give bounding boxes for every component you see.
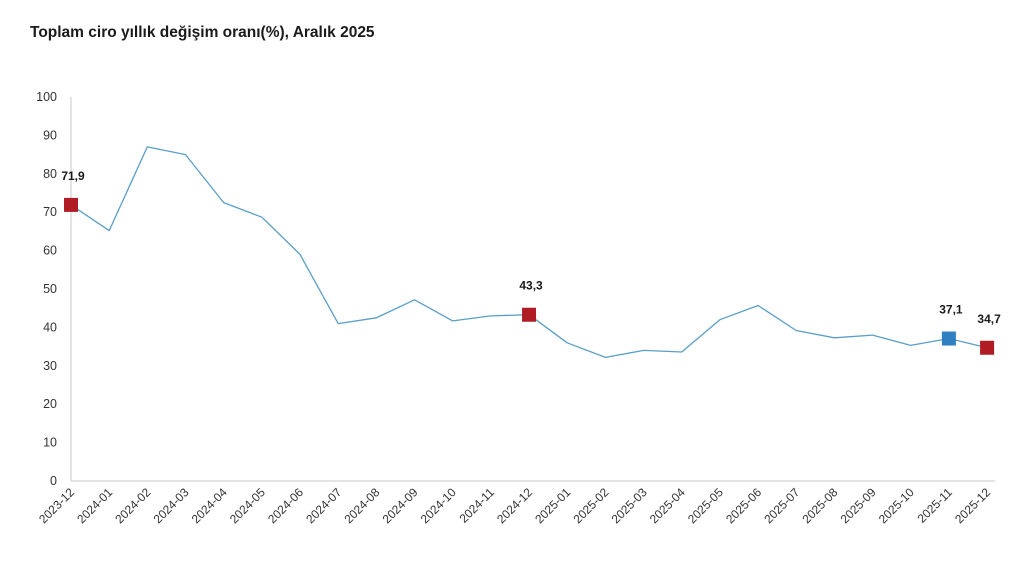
x-tick-label: 2025-09 — [838, 485, 879, 526]
y-tick-label: 40 — [43, 320, 57, 334]
y-tick-label: 30 — [43, 359, 57, 373]
highlight-marker — [980, 340, 995, 355]
y-tick-label: 100 — [36, 90, 57, 104]
x-tick-label: 2025-11 — [915, 485, 956, 526]
x-tick-label: 2024-12 — [494, 485, 535, 526]
data-label: 43,3 — [519, 279, 543, 293]
highlight-marker — [522, 307, 537, 322]
x-tick-label: 2024-02 — [112, 485, 153, 526]
x-tick-label: 2024-09 — [380, 485, 421, 526]
x-tick-label: 2025-07 — [761, 485, 802, 526]
x-tick-label: 2024-03 — [151, 485, 192, 526]
series-line — [70, 146, 988, 359]
data-label: 37,1 — [939, 303, 963, 317]
x-tick-label: 2025-02 — [570, 485, 611, 526]
highlight-markers — [64, 197, 995, 355]
x-tick-label: 2025-04 — [647, 485, 688, 526]
y-tick-label: 80 — [43, 167, 57, 181]
y-tick-label: 60 — [43, 244, 57, 258]
x-tick-label: 2024-06 — [265, 485, 306, 526]
highlight-marker — [64, 197, 78, 212]
x-axis-ticks: 2023-122024-012024-022024-032024-042024-… — [36, 485, 993, 526]
series-group — [70, 146, 988, 359]
x-tick-label: 2024-08 — [341, 485, 382, 526]
data-label: 34,7 — [977, 312, 1001, 326]
x-tick-label: 2025-10 — [876, 485, 917, 526]
chart-title: Toplam ciro yıllık değişim oranı(%), Ara… — [30, 24, 375, 41]
x-tick-label: 2024-11 — [457, 485, 498, 526]
x-tick-label: 2025-05 — [685, 485, 726, 526]
y-tick-label: 10 — [43, 436, 57, 450]
y-tick-label: 70 — [43, 205, 57, 219]
y-tick-label: 50 — [43, 282, 57, 296]
x-tick-label: 2025-06 — [723, 485, 764, 526]
y-axis-ticks: 0 10 20 30 40 50 60 70 80 90 100 — [36, 90, 57, 488]
x-tick-label: 2024-07 — [303, 485, 344, 526]
x-tick-label: 2025-03 — [609, 485, 650, 526]
x-tick-label: 2024-10 — [418, 485, 459, 526]
x-tick-label: 2024-04 — [189, 485, 230, 526]
y-tick-label: 20 — [43, 397, 57, 411]
x-tick-label: 2023-12 — [36, 485, 77, 526]
data-label: 71,9 — [61, 169, 85, 183]
highlight-marker — [941, 331, 956, 346]
x-tick-label: 2024-01 — [74, 485, 115, 526]
y-tick-label: 90 — [43, 128, 57, 142]
x-tick-label: 2025-08 — [799, 485, 840, 526]
axes — [70, 97, 996, 482]
x-tick-label: 2024-05 — [227, 485, 268, 526]
data-labels: 71,9 43,3 37,1 34,7 — [61, 169, 1001, 326]
x-tick-label: 2025-01 — [532, 485, 573, 526]
y-tick-label: 0 — [50, 474, 57, 488]
x-tick-label: 2025-12 — [952, 485, 993, 526]
